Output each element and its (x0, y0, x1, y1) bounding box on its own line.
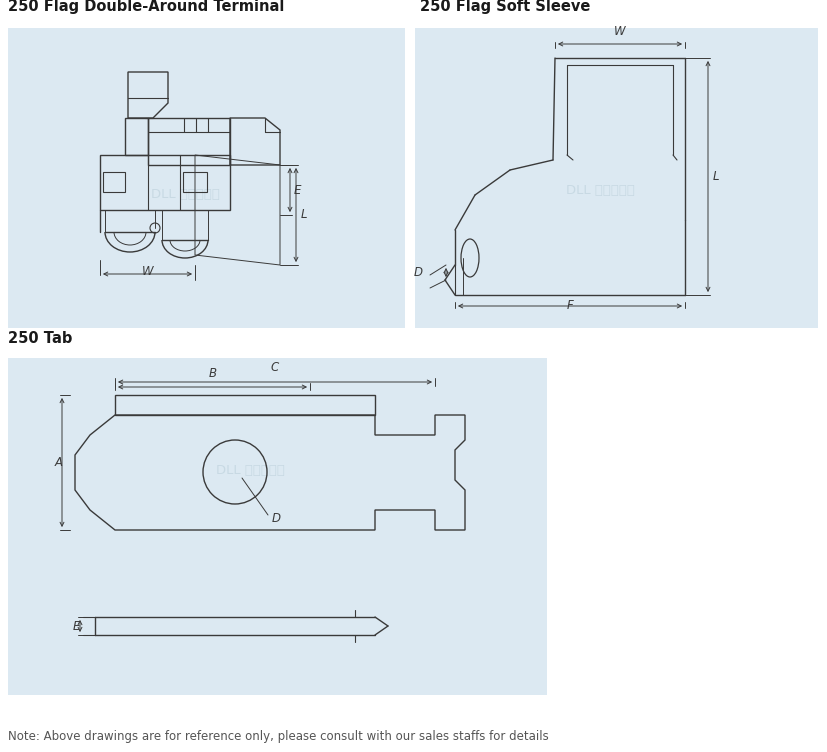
Bar (8, 358, 547, 695)
Text: W: W (141, 265, 153, 278)
Text: DLL 德利接插件: DLL 德利接插件 (565, 183, 633, 196)
Text: Note: Above drawings are for reference only, please consult with our sales staff: Note: Above drawings are for reference o… (8, 730, 548, 743)
Text: A: A (55, 456, 63, 469)
Text: DLL 德利接插件: DLL 德利接插件 (151, 189, 219, 202)
Text: C: C (270, 361, 279, 374)
Text: 250 Tab: 250 Tab (8, 331, 72, 346)
Text: D: D (413, 266, 422, 280)
Bar (414, 28, 817, 328)
Text: F: F (566, 299, 572, 312)
Text: E: E (294, 183, 301, 196)
Text: E: E (73, 620, 80, 632)
Text: W: W (614, 25, 625, 38)
Text: L: L (301, 208, 307, 222)
Bar (8, 28, 404, 328)
Text: D: D (272, 511, 280, 524)
Text: 250 Flag Soft Sleeve: 250 Flag Soft Sleeve (419, 0, 590, 14)
Text: B: B (208, 367, 216, 380)
Text: DLL 德利接插件: DLL 德利接插件 (215, 463, 284, 477)
Text: 250 Flag Double-Around Terminal: 250 Flag Double-Around Terminal (8, 0, 284, 14)
Text: L: L (712, 170, 719, 183)
